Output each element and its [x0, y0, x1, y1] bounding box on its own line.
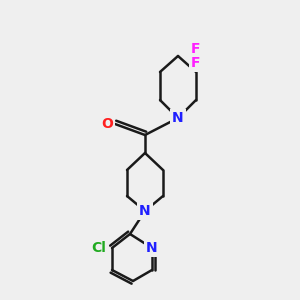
- Text: N: N: [172, 111, 184, 125]
- Text: O: O: [101, 117, 113, 131]
- Text: F: F: [191, 42, 201, 56]
- Text: F: F: [191, 56, 201, 70]
- Text: N: N: [139, 204, 151, 218]
- Text: Cl: Cl: [92, 241, 106, 255]
- Text: N: N: [146, 241, 158, 255]
